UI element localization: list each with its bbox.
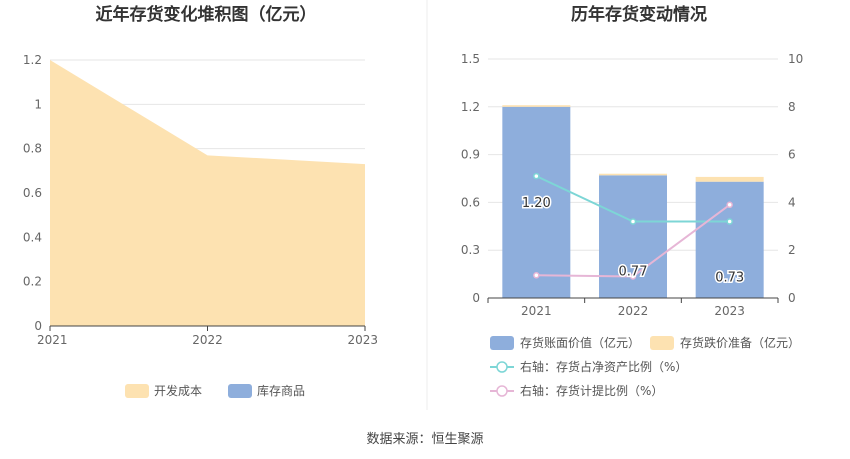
bar-存货跌价准备（亿元）-2023 bbox=[695, 176, 764, 182]
line-point bbox=[726, 218, 733, 225]
right-y2-tick-label: 8 bbox=[788, 100, 796, 114]
right-y-tick-label: 1.5 bbox=[461, 52, 480, 66]
data-source-footer: 数据来源：恒生聚源 bbox=[366, 432, 483, 447]
line-point bbox=[629, 218, 637, 225]
legend-item-label: 右轴：存货占净资产比例（%） bbox=[520, 359, 687, 374]
legend-item-label: 开发成本 bbox=[154, 383, 202, 398]
left-y-tick-label: 0.2 bbox=[23, 275, 42, 289]
legend-item-label: 存货跌价准备（亿元） bbox=[680, 335, 800, 350]
left-y-tick-label: 0.6 bbox=[23, 186, 42, 200]
right-y-tick-label: 0.3 bbox=[461, 243, 480, 257]
bar-存货账面价值（亿元）-2021 bbox=[502, 106, 571, 298]
line-point bbox=[726, 201, 733, 209]
bar-data-label: 0.73 bbox=[715, 271, 744, 286]
legend-item-label: 存货账面价值（亿元） bbox=[520, 335, 640, 350]
area-series-开发成本 bbox=[50, 60, 365, 326]
line-point bbox=[629, 273, 637, 280]
left-x-axis: 2021 2022 2023 bbox=[37, 325, 378, 347]
bar-data-label: 1.20 bbox=[522, 196, 551, 211]
right-x-tick-label: 2023 bbox=[714, 304, 745, 318]
left-y-axis: 0 0.2 0.4 0.6 0.8 1 1.2 bbox=[23, 53, 42, 333]
bar-存货账面价值（亿元）-2023 bbox=[695, 181, 764, 298]
line-point bbox=[533, 172, 540, 180]
left-chart-title: 近年存货变化堆积图（亿元） bbox=[96, 4, 317, 25]
right-y2-tick-label: 10 bbox=[788, 52, 803, 66]
legend-marker bbox=[496, 361, 508, 373]
left-legend: 开发成本 库存商品 bbox=[125, 383, 305, 398]
right-bar-series bbox=[502, 105, 764, 298]
right-y-tick-label: 0.9 bbox=[461, 148, 480, 162]
legend-item-label: 右轴：存货计提比例（%） bbox=[520, 383, 663, 398]
right-legend: 存货账面价值（亿元） 存货跌价准备（亿元） 右轴：存货占净资产比例（%） 右轴：存货计… bbox=[490, 335, 800, 398]
right-y-axis-right: 0 2 4 6 8 10 bbox=[788, 52, 803, 305]
left-y-tick-label: 0.4 bbox=[23, 230, 42, 244]
right-y2-tick-label: 2 bbox=[788, 243, 796, 257]
legend-marker bbox=[496, 385, 508, 397]
legend-swatch bbox=[125, 384, 149, 398]
right-data-labels: 1.20 0.77 0.73 bbox=[520, 194, 745, 287]
right-y2-tick-label: 4 bbox=[788, 195, 796, 209]
right-y-axis-left: 0 0.3 0.6 0.9 1.2 1.5 bbox=[461, 52, 480, 305]
right-y-tick-label: 0.6 bbox=[461, 195, 480, 209]
bar-data-label: 0.77 bbox=[619, 264, 648, 279]
right-x-tick-label: 2021 bbox=[521, 304, 552, 318]
right-x-tick-label: 2022 bbox=[618, 304, 649, 318]
right-y2-tick-label: 0 bbox=[788, 291, 796, 305]
line-point bbox=[533, 272, 540, 279]
legend-swatch bbox=[490, 336, 514, 350]
left-x-tick-label: 2021 bbox=[37, 333, 68, 347]
left-y-tick-label: 1 bbox=[34, 97, 42, 111]
left-y-tick-label: 0.8 bbox=[23, 142, 42, 156]
legend-swatch bbox=[228, 384, 252, 398]
right-y2-tick-label: 6 bbox=[788, 148, 796, 162]
bar-存货跌价准备（亿元）-2022 bbox=[599, 173, 667, 176]
left-x-tick-label: 2022 bbox=[192, 333, 223, 347]
stacked-area-chart: 近年存货变化堆积图（亿元） 0 0.2 0.4 0.6 0.8 1 1.2 2021 2022… bbox=[23, 4, 378, 398]
left-y-tick-label: 1.2 bbox=[23, 53, 42, 67]
right-chart-title: 历年存货变动情况 bbox=[571, 4, 707, 25]
right-x-axis: 2021 2022 2023 bbox=[487, 297, 779, 318]
right-y-tick-label: 1.2 bbox=[461, 100, 480, 114]
right-y-tick-label: 0 bbox=[472, 291, 480, 305]
left-x-tick-label: 2023 bbox=[347, 333, 378, 347]
left-y-tick-label: 0 bbox=[34, 319, 42, 333]
left-area-series bbox=[50, 60, 365, 326]
right-line-series bbox=[533, 172, 733, 280]
legend-swatch bbox=[650, 336, 674, 350]
legend-item-label: 库存商品 bbox=[257, 383, 305, 398]
bar-存货跌价准备（亿元）-2021 bbox=[502, 105, 571, 107]
inventory-bar-line-chart: 历年存货变动情况 1.20 0.77 0.73 0 0.3 0.6 0.9 1.2 1.5 0… bbox=[461, 4, 803, 398]
